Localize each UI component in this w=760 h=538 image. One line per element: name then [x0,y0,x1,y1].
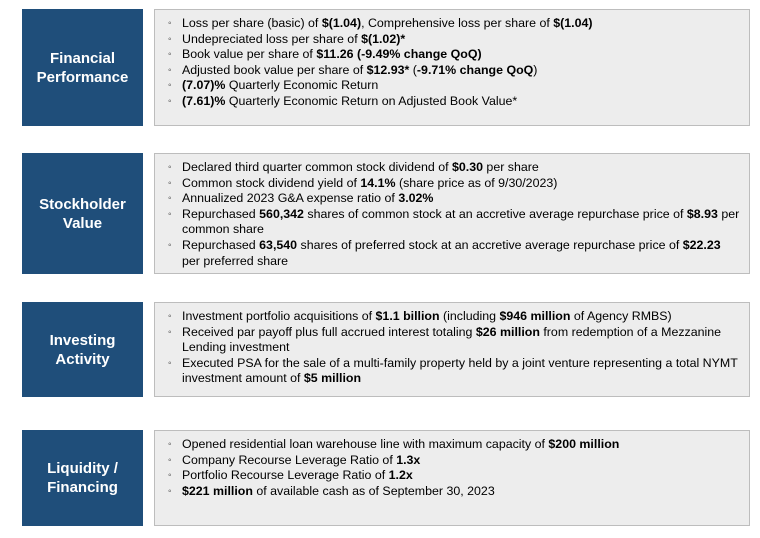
bullet-text: Book value per share of [182,47,317,62]
bullet-text: shares of preferred stock at an accretiv… [297,237,683,252]
bullet-text-bold: $0.30 [451,160,483,174]
bullet-item: Adjusted book value per share of $12.93*… [167,63,741,79]
bullet-text-bold: $8.93 [686,206,718,221]
bullet-text: Quarterly Economic Return on Adjusted Bo… [225,93,518,108]
bullet-text: per preferred share [182,253,289,268]
bullet-text: , Comprehensive loss per share of [361,16,554,30]
bullet-item: Loss per share (basic) of $(1.04), Compr… [167,16,741,32]
bullet-item: Repurchased 560,342 shares of common sto… [167,207,741,238]
bullet-item: Annualized 2023 G&A expense ratio of 3.0… [167,191,741,207]
section-investing-activity: Investing Activity Investment portfolio … [22,302,750,397]
bullet-item: $221 million of available cash as of Sep… [167,484,741,500]
bullet-text-bold: (7.61)% [182,93,226,108]
bullet-item: Opened residential loan warehouse line w… [167,437,741,453]
bullet-text-bold: (7.07)% [182,78,226,93]
bullet-text: (share price as of 9/30/2023) [395,175,558,190]
bullet-item: Received par payoff plus full accrued in… [167,325,741,356]
bullet-text: Repurchased [182,206,260,221]
bullet-item: Undepreciated loss per share of $(1.02)* [167,32,741,48]
bullet-list: Investment portfolio acquisitions of $1.… [167,309,741,387]
bullet-text: Common stock dividend yield of [182,175,361,190]
bullet-text-bold: 63,540 [259,237,298,252]
section-stockholder-value: Stockholder Value Declared third quarter… [22,153,750,274]
bullet-text: Annualized 2023 G&A expense ratio of [182,191,399,206]
bullet-item: (7.61)% Quarterly Economic Return on Adj… [167,94,741,110]
bullet-text: of Agency RMBS) [570,309,672,323]
bullet-text-bold: $221 million [182,483,253,498]
bullet-text: Quarterly Economic Return [225,78,379,93]
bullet-text: Undepreciated loss per share of [182,31,362,46]
bullet-text: shares of common stock at an accretive a… [303,206,687,221]
bullet-item: Declared third quarter common stock divi… [167,160,741,176]
bullet-text: ( [409,62,417,77]
bullet-text: Loss per share (basic) of [182,16,322,30]
bullet-text: from redemption of a Mezzanine Lending i… [182,324,722,355]
bullet-item: Executed PSA for the sale of a multi-fam… [167,356,741,387]
bullet-text-bold: $5 million [303,371,362,386]
bullet-list: Loss per share (basic) of $(1.04), Compr… [167,16,741,110]
bullet-list: Declared third quarter common stock divi… [167,160,741,269]
section-liquidity-financing: Liquidity / Financing Opened residential… [22,430,750,526]
bullet-text-bold: $(1.04) [321,16,362,30]
bullet-text: Investment portfolio acquisitions of [182,309,376,323]
section-label: Investing Activity [22,302,143,397]
bullet-text: per common share [182,206,740,237]
bullet-text: Company Recourse Leverage Ratio of [182,452,397,467]
bullet-text-bold: 14.1% [360,175,396,190]
bullet-text-bold: 1.2x [388,468,413,483]
bullet-item: Book value per share of $11.26 (-9.49% c… [167,47,741,63]
bullet-box: Investment portfolio acquisitions of $1.… [154,302,750,397]
bullet-list: Opened residential loan warehouse line w… [167,437,741,499]
bullet-item: Repurchased 63,540 shares of preferred s… [167,238,741,269]
bullet-text-bold: $12.93* [366,62,410,77]
bullet-text: Portfolio Recourse Leverage Ratio of [182,468,389,483]
bullet-text-bold: $1.1 billion [375,309,440,323]
bullet-text: Declared third quarter common stock divi… [182,160,452,174]
section-label: Financial Performance [22,9,143,126]
bullet-text: Received par payoff plus full accrued in… [182,324,476,339]
section-label: Stockholder Value [22,153,143,274]
bullet-text: Opened residential loan warehouse line w… [182,437,549,451]
bullet-text: ) [533,62,538,77]
bullet-text-bold: $(1.04) [553,16,593,30]
bullet-text-bold: $26 million [475,324,540,339]
bullet-box: Declared third quarter common stock divi… [154,153,750,274]
bullet-text-bold: $(1.02)* [361,31,406,46]
bullet-text: of available cash as of September 30, 20… [252,483,495,498]
bullet-text-bold: -9.71% change QoQ [416,62,534,77]
bullet-text-bold: $946 million [499,309,571,323]
bullet-box: Opened residential loan warehouse line w… [154,430,750,526]
bullet-text: (including [439,309,500,323]
bullet-text-bold: 560,342 [259,206,304,221]
bullet-text-bold: 1.3x [396,452,421,467]
bullet-text: Adjusted book value per share of [182,62,367,77]
bullet-item: Common stock dividend yield of 14.1% (sh… [167,176,741,192]
bullet-item: Investment portfolio acquisitions of $1.… [167,309,741,325]
bullet-box: Loss per share (basic) of $(1.04), Compr… [154,9,750,126]
bullet-text-bold: $22.23 [682,237,721,252]
section-financial-performance: Financial Performance Loss per share (ba… [22,9,750,126]
bullet-text: Repurchased [182,237,260,252]
bullet-item: Portfolio Recourse Leverage Ratio of 1.2… [167,468,741,484]
bullet-text: per share [482,160,539,174]
bullet-text-bold: $200 million [548,437,620,451]
bullet-item: (7.07)% Quarterly Economic Return [167,78,741,94]
bullet-text-bold: 3.02% [398,191,434,206]
bullet-text: Executed PSA for the sale of a multi-fam… [182,355,738,386]
bullet-item: Company Recourse Leverage Ratio of 1.3x [167,453,741,469]
bullet-text-bold: $11.26 (-9.49% change QoQ) [316,47,482,62]
section-label: Liquidity / Financing [22,430,143,526]
